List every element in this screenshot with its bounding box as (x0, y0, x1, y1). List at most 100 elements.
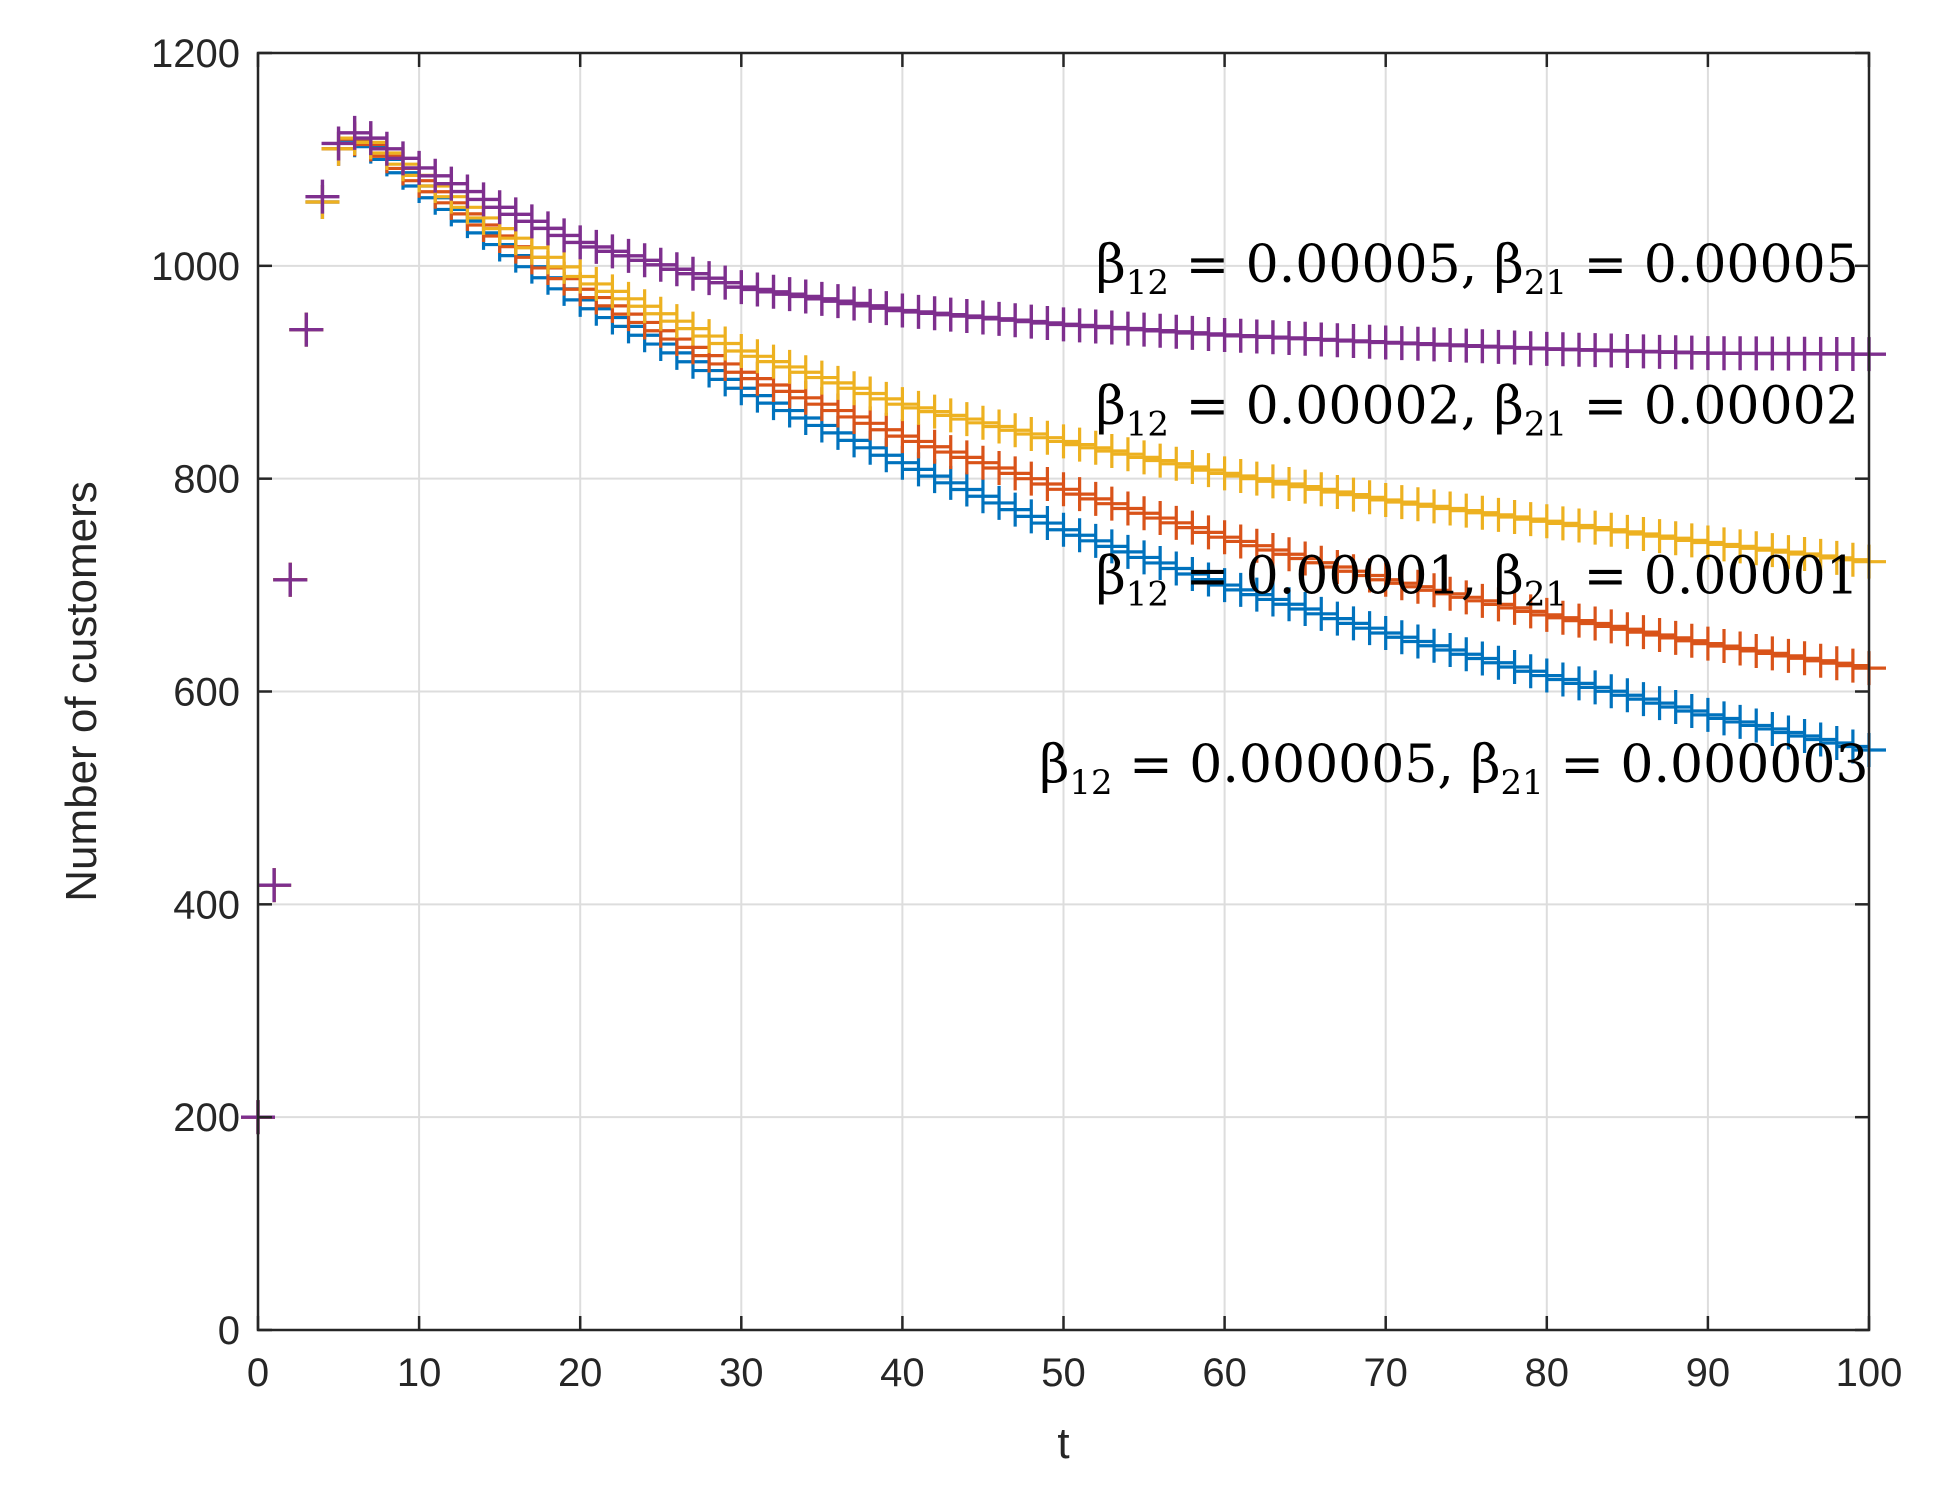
series-2-marker (1626, 517, 1661, 552)
series-3-marker (837, 286, 872, 321)
series-2-marker (1417, 489, 1452, 524)
x-tick-label: 100 (1836, 1351, 1903, 1395)
series-2-marker (1771, 535, 1806, 570)
series-2-marker (756, 344, 791, 379)
series-2-marker (1078, 430, 1113, 465)
series-2-marker (1288, 469, 1323, 504)
series-2-marker (1046, 424, 1081, 459)
series-0-marker (1288, 592, 1323, 627)
series-1-marker (1529, 597, 1564, 632)
series-1-marker (1723, 631, 1758, 666)
series-3-marker (804, 281, 839, 316)
series-1-marker (1272, 537, 1307, 572)
series-0-marker (1787, 718, 1822, 753)
series-0-marker (1143, 545, 1178, 580)
series-3-marker (514, 204, 549, 239)
series-1-marker (1545, 600, 1580, 635)
series-0-marker (1175, 557, 1210, 592)
series-0-marker (1159, 551, 1194, 586)
series-0-marker (1755, 711, 1790, 746)
series-2-marker (1819, 540, 1854, 575)
series-1-marker (1078, 481, 1113, 516)
series-0-marker (1739, 708, 1774, 743)
annotation-subscript: 21 (1524, 404, 1567, 444)
series-2-marker (1481, 497, 1516, 532)
series-0-marker (998, 492, 1033, 527)
series-2-marker (1127, 440, 1162, 475)
annotation-series-0: β12 = 0.000005, β21 = 0.000003 (1039, 735, 1868, 803)
annotation-text: = 0.00005 (1567, 235, 1859, 295)
series-2-marker (627, 289, 662, 324)
series-1-marker (1755, 636, 1790, 671)
series-1-marker (1594, 609, 1629, 644)
annotation-text: β (1039, 735, 1069, 795)
annotation-text: β (1096, 376, 1126, 436)
series-3-marker (740, 272, 775, 307)
x-tick-label: 10 (397, 1351, 442, 1395)
series-3-marker (305, 179, 340, 214)
series-3-marker (869, 291, 904, 326)
series-2-marker (885, 387, 920, 422)
x-tick-label: 30 (719, 1351, 764, 1395)
series-2-marker (1384, 485, 1419, 520)
series-0-marker (1320, 601, 1355, 636)
grid (258, 53, 1869, 1330)
series-3-marker (418, 158, 453, 193)
series-1-marker (1513, 594, 1548, 629)
series-0-marker (1030, 506, 1065, 541)
x-tick-label: 40 (880, 1351, 925, 1395)
series-1-marker (869, 412, 904, 447)
series-2-marker (1803, 538, 1838, 573)
series-0-marker (1062, 518, 1097, 553)
series-1-marker (1610, 612, 1645, 647)
series-0-marker (1191, 562, 1226, 597)
annotation-series-1: β12 = 0.00001, β21 = 0.00001 (1096, 547, 1859, 615)
series-2-marker (659, 304, 694, 339)
series-3-marker (853, 288, 888, 323)
series-0-marker (1449, 637, 1484, 672)
series-1-marker (1062, 477, 1097, 512)
series-1-marker (998, 456, 1033, 491)
series-1-marker (1481, 587, 1516, 622)
series-0-marker (1513, 654, 1548, 689)
y-tick-label: 1200 (151, 32, 240, 76)
series-0-marker (1545, 662, 1580, 697)
series-2-marker (1191, 453, 1226, 488)
series-0-marker (1578, 670, 1613, 705)
series-3-marker (579, 229, 614, 264)
series-3-marker (772, 277, 807, 312)
series-1-marker (1400, 569, 1435, 604)
series-3-marker (692, 261, 727, 296)
series-1-marker (1578, 606, 1613, 641)
series-0-marker (917, 459, 952, 494)
series-3-marker (498, 197, 533, 232)
series-2-marker (1835, 542, 1870, 577)
series-2-marker (643, 296, 678, 331)
annotation-subscript: 12 (1126, 263, 1169, 303)
series-2-marker (1223, 459, 1258, 494)
series-0-marker (1384, 620, 1419, 655)
series-2-marker (1545, 506, 1580, 541)
series-1-marker (1352, 558, 1387, 593)
series-0-marker (1223, 572, 1258, 607)
annotation-subscript: 12 (1069, 763, 1112, 803)
series-2-marker (1143, 443, 1178, 478)
series-0-marker (1014, 499, 1049, 534)
series-1-marker (853, 406, 888, 441)
series-2-marker (1578, 510, 1613, 545)
series-0-marker (1352, 611, 1387, 646)
series-1-marker (917, 429, 952, 464)
series-2-marker (1304, 472, 1339, 507)
series-2-marker (901, 390, 936, 425)
series-1-marker (1803, 643, 1838, 678)
y-tick-label: 0 (218, 1309, 240, 1353)
series-2-marker (804, 360, 839, 395)
series-3-marker (402, 150, 437, 185)
series-1-marker (1288, 541, 1323, 576)
series-0-marker (1400, 624, 1435, 659)
series-1-marker (1674, 623, 1709, 658)
series-1-marker (1014, 461, 1049, 496)
series-2-marker (724, 333, 759, 368)
series-2-marker (530, 240, 565, 275)
